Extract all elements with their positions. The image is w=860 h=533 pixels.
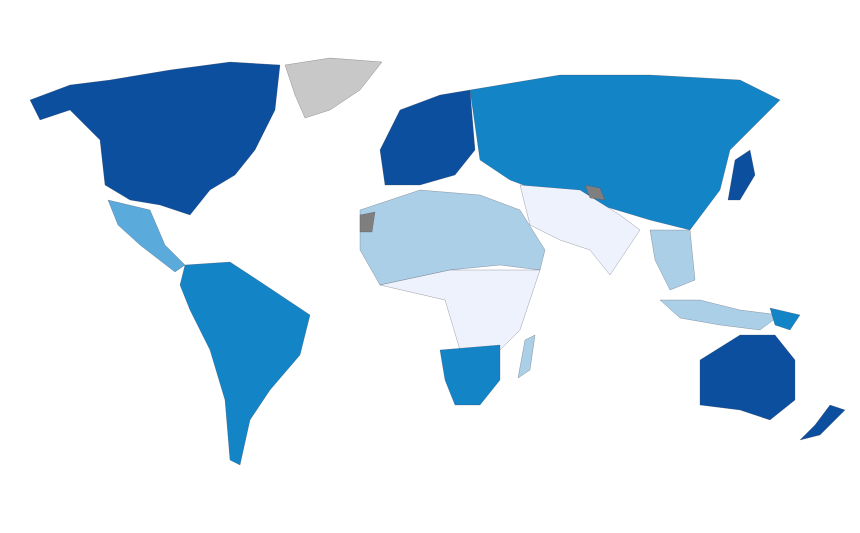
- southern-africa: [439, 344, 501, 406]
- iran-region: [584, 184, 606, 201]
- new-zealand: [799, 404, 846, 441]
- greenland: [284, 57, 383, 119]
- western-sahara: [359, 211, 376, 233]
- central-america: [107, 199, 186, 273]
- south-america: [179, 261, 311, 466]
- countries: [29, 57, 846, 466]
- russia-asia: [469, 74, 781, 231]
- australia: [699, 334, 796, 421]
- europe: [379, 89, 476, 186]
- madagascar: [517, 334, 536, 379]
- indonesia: [659, 299, 781, 331]
- central-africa: [379, 269, 541, 351]
- north-america: [29, 61, 281, 216]
- southeast-asia: [649, 229, 696, 291]
- japan: [727, 149, 756, 201]
- new-guinea: [769, 307, 801, 331]
